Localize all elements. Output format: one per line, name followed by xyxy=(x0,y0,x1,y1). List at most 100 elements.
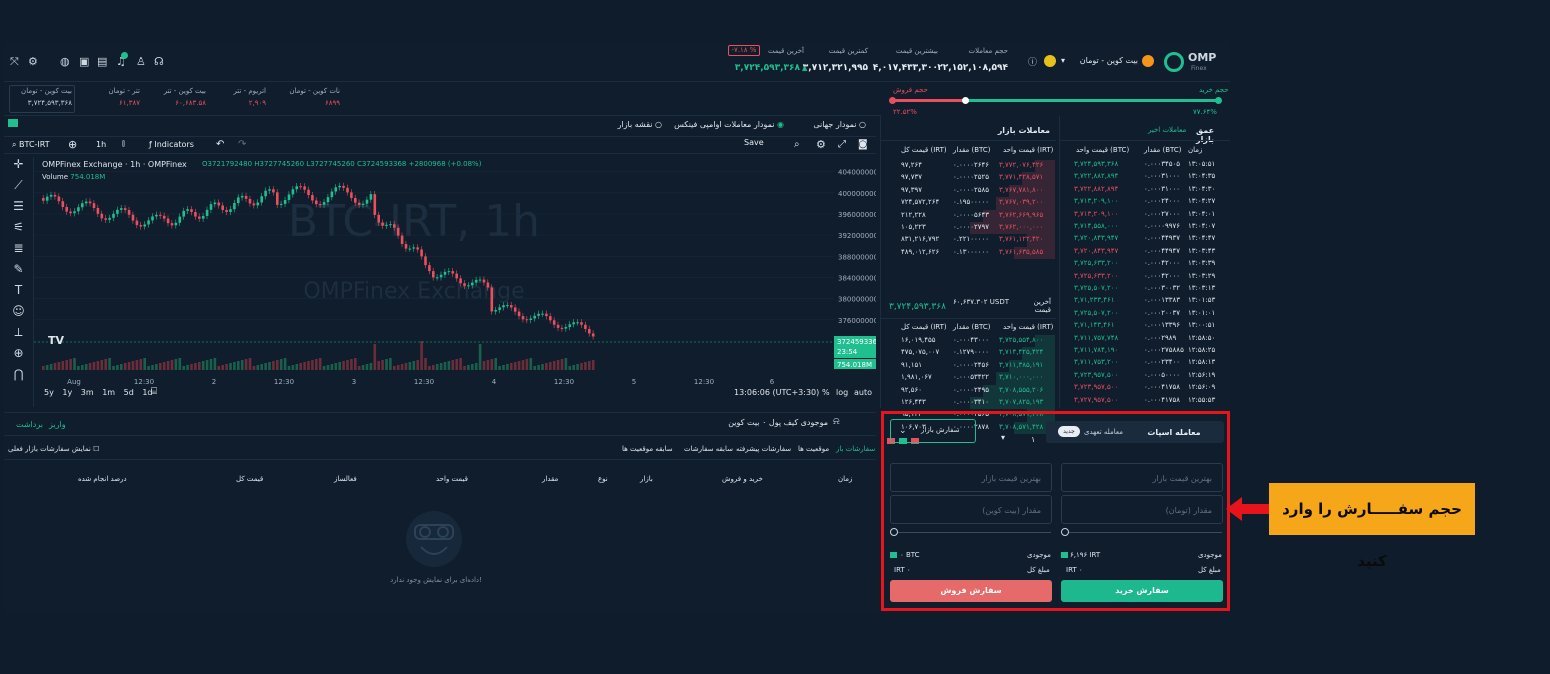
radio-global-chart[interactable]: نمودار جهانی ○ xyxy=(813,120,866,129)
tab-futures[interactable]: معامله تعهدی xyxy=(1084,428,1124,436)
tab-advanced-orders[interactable]: سفارشات پیشرفته xyxy=(736,445,792,453)
save-button[interactable]: Save xyxy=(744,138,764,147)
bid-row[interactable]: ۱۶,۰۱۹,۴۵۵ ۰.۰۰۰۴۳۰۰۰ ۳,۷۲۵,۵۵۴,۸۰۰ xyxy=(881,335,1055,348)
show-current-market-checkbox[interactable]: نمایش سفارشات بازار فعلی ☐ xyxy=(8,445,100,453)
document-icon[interactable]: ▤ xyxy=(97,55,108,68)
pair-selector[interactable]: بیت کوین - تومان xyxy=(1079,56,1138,65)
order-type-select[interactable]: ⌄ سفارش بازار xyxy=(890,419,976,443)
pattern-icon[interactable]: ≣ xyxy=(13,241,24,255)
ask-row[interactable]: ۹۷,۳۹۷ ۰.۰۰۰۰۲۵۸۵ ۳,۷۶۷,۷۸۱,۸۰۰ xyxy=(881,184,1055,198)
zoom-search-icon[interactable]: ⌕ xyxy=(794,139,800,150)
ticker-btc-usdt[interactable]: بیت کوین - تتر ۶۰,۶۸۳.۵۸ xyxy=(150,87,206,107)
volume-bar xyxy=(233,362,236,370)
withdraw-link[interactable]: برداشت xyxy=(16,420,43,429)
symbol-search[interactable]: ⌕ BTC-IRT xyxy=(12,140,50,149)
ticker-eth-usdt[interactable]: اتریوم - تتر ۲,۹۰۹ xyxy=(216,87,266,107)
bell-icon[interactable]: ♫ xyxy=(116,55,126,68)
magnet-icon[interactable]: ⋂ xyxy=(13,367,24,381)
ask-row[interactable]: ۱۰۵,۲۲۳ ۰.۰۰۰۰۲۷۹۷ ۳,۷۶۲,۰۰۰,۰۰۰ xyxy=(881,222,1055,235)
price-chart[interactable]: BTC-IRT, 1h OMPFinex Exchange 4040000000… xyxy=(34,156,876,386)
tab-spot[interactable]: معامله اسپات xyxy=(1147,428,1201,437)
candle xyxy=(272,189,275,193)
sell-amount-input[interactable]: مقدار (بیت کوین) xyxy=(890,495,1052,524)
ticker-selected[interactable] xyxy=(9,85,75,113)
ticker-btc-irt[interactable]: بیت کوین - تومان ۳,۷۲۴,۵۹۳,۳۶۸ xyxy=(12,87,72,107)
ask-row[interactable]: ۷۲۴,۵۷۲,۲۶۴ ۰.۱۹۵۰۰۰۰۰ ۳,۷۶۷,۰۳۹,۲۰۰ xyxy=(881,197,1055,210)
chart-settings-icon[interactable]: ⚙ xyxy=(816,138,826,151)
ask-row[interactable]: ۸۳۱,۲۱۶,۷۹۲ ۰.۲۲۱۰۰۰۰۰ ۳,۷۶۱,۱۲۲,۴۲۰ xyxy=(881,234,1055,247)
redo-icon[interactable]: ↷ xyxy=(238,139,247,150)
sell-order-button[interactable]: سفارش فروش xyxy=(890,580,1052,602)
sell-slider-track[interactable] xyxy=(893,532,1051,533)
chevron-down-icon[interactable]: ▾ xyxy=(1061,56,1066,65)
range-3m[interactable]: 3m xyxy=(80,388,94,397)
tab-position-history[interactable]: سابقه موقعیت ها xyxy=(622,445,673,453)
tab-positions[interactable]: موقعیت ها xyxy=(798,445,830,453)
brush-icon[interactable]: ✎ xyxy=(13,262,24,276)
fullscreen-icon[interactable]: ⤢ xyxy=(838,139,846,150)
percent-toggle[interactable]: % xyxy=(822,388,830,397)
tab-market-depth[interactable]: عمق بازار xyxy=(1196,126,1215,144)
radio-ompfinex-chart[interactable]: نمودار معاملات اوامپی فینکس ◉ xyxy=(654,120,784,129)
trend-line-icon[interactable]: ⟋ xyxy=(14,178,23,192)
ruler-icon[interactable]: ⟂ xyxy=(14,325,23,339)
buy-price-input[interactable]: بهترین قیمت بازار xyxy=(1061,463,1223,492)
candle-type-icon[interactable]: ⫾ xyxy=(122,139,125,149)
view-both-icon[interactable] xyxy=(911,438,919,444)
ticker-usdt-irt[interactable]: تتر - تومان ۶۱,۳۸۷ xyxy=(84,87,141,107)
range-1d[interactable]: 1d xyxy=(142,388,153,397)
bid-row[interactable]: ۹۲,۵۶۰ ۰.۰۰۰۰۲۴۹۵ ۳,۷۰۸,۵۵۵,۲۰۶ xyxy=(881,384,1055,397)
ask-row[interactable]: ۴۸۹,۰۱۲,۶۲۶ ۰.۱۳۰۰۰۰۰۰ ۳,۷۶۱,۶۳۵,۵۸۵ xyxy=(881,246,1055,260)
buy-slider-track[interactable] xyxy=(1064,532,1222,533)
ob-precision-dropdown-icon[interactable]: ▾ xyxy=(1001,433,1006,442)
tab-order-history[interactable]: سابقه سفارشات xyxy=(684,445,733,453)
add-symbol-icon[interactable]: ⊕ xyxy=(68,138,78,151)
camera-icon[interactable]: ◙ xyxy=(858,139,868,150)
ticker-not-irt[interactable]: نات کوین - تومان ۶۸۹۹ xyxy=(280,87,340,107)
range-5y[interactable]: 5y xyxy=(44,388,54,397)
headset-icon[interactable]: ☊ xyxy=(154,55,164,68)
calendar-icon[interactable]: ⌸ xyxy=(151,386,157,397)
deposit-link[interactable]: واریز xyxy=(49,420,66,429)
buy-volume-fill xyxy=(964,99,1220,102)
emoji-icon[interactable]: ☺ xyxy=(12,304,25,318)
indicators-button[interactable]: ƒ Indicators xyxy=(149,140,194,149)
buy-order-button[interactable]: سفارش خرید xyxy=(1061,580,1223,602)
buy-slider-handle[interactable] xyxy=(1061,528,1069,536)
radio-market-map[interactable]: نقشه بازار ○ xyxy=(617,120,662,129)
sell-slider-handle[interactable] xyxy=(890,528,898,536)
dashboard-icon[interactable]: ◍ xyxy=(60,55,70,68)
tab-open-orders[interactable]: سفارشات باز xyxy=(836,445,876,453)
bid-row[interactable]: ۱۰۶,۷۰۳ ۰.۰۰۰۰۲۸۷۸ ۳,۷۰۸,۵۷۱,۴۲۸ xyxy=(881,421,1055,435)
ask-row[interactable]: ۹۷,۷۳۷ ۰.۰۰۰۰۲۵۲۵ ۳,۷۷۱,۴۲۸,۵۷۱ xyxy=(881,172,1055,185)
cursor-icon[interactable]: ✛ xyxy=(13,157,24,171)
text-tool-icon[interactable]: T xyxy=(14,283,23,297)
undo-icon[interactable]: ↶ xyxy=(216,139,225,150)
bid-row[interactable]: ۱۲۶,۴۴۳ ۰.۰۰۰۰۳۴۱۰ ۳,۷۰۷,۸۲۵,۱۹۳ xyxy=(881,397,1055,410)
range-5d[interactable]: 5d xyxy=(123,388,134,397)
bid-row[interactable]: ۹۱,۱۵۱ ۰.۰۰۰۰۲۴۵۶ ۳,۷۱۱,۳۸۵,۱۹۱ xyxy=(881,359,1055,373)
expand-icon[interactable]: ⤧ xyxy=(10,55,19,68)
bid-row[interactable]: ۴۷۵,۰۷۵,۰۰۷ ۰.۱۲۷۹۰۰۰۰ ۳,۷۱۴,۴۲۵,۴۲۴ xyxy=(881,347,1055,360)
gear-icon[interactable]: ⚙ xyxy=(28,55,38,68)
ask-row[interactable]: ۲۱۲,۲۲۸ ۰.۰۰۰۰۵۶۴۳ ۳,۷۶۲,۶۶۹,۹۶۵ xyxy=(881,209,1055,222)
horizontal-lines-icon[interactable]: ☰ xyxy=(13,199,24,213)
log-toggle[interactable]: log xyxy=(836,388,849,397)
interval-button[interactable]: 1h xyxy=(96,140,107,149)
grid-icon[interactable] xyxy=(8,119,18,127)
info-icon[interactable]: ⓘ xyxy=(1028,58,1038,68)
zoom-in-icon[interactable]: ⊕ xyxy=(13,346,24,360)
view-bids-icon[interactable] xyxy=(899,438,907,444)
wallet-icon[interactable]: ▣ xyxy=(79,55,90,68)
fib-icon[interactable]: ⚟ xyxy=(13,220,24,234)
ask-row[interactable]: ۹۷,۲۶۴ ۰.۰۰۰۰۲۶۴۶ ۳,۷۷۲,۰۷۶,۴۲۶ xyxy=(881,160,1055,173)
range-1y[interactable]: 1y xyxy=(62,388,73,397)
sell-price-input[interactable]: بهترین قیمت بازار xyxy=(890,463,1052,492)
buy-amount-input[interactable]: مقدار (تومان) xyxy=(1061,495,1223,524)
tab-recent-trades[interactable]: معاملات اخیر xyxy=(1148,126,1187,134)
user-icon[interactable]: ♙ xyxy=(136,55,146,68)
range-1m[interactable]: 1m xyxy=(102,388,116,397)
volume-bar xyxy=(155,364,158,370)
bid-row[interactable]: ۱,۹۸۱,۰۶۷ ۰.۰۰۰۵۳۴۲۲ ۳,۷۱۰,۰۰۰,۰۰۰ xyxy=(881,372,1055,385)
auto-toggle[interactable]: auto xyxy=(854,388,873,397)
